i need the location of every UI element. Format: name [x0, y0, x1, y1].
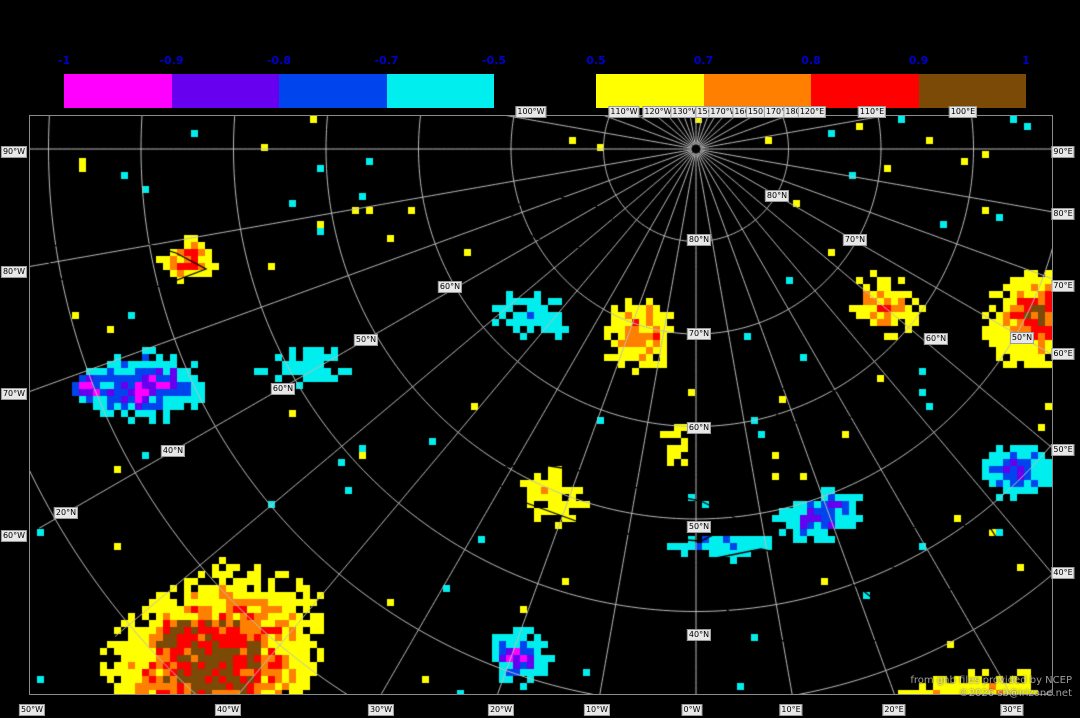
- colorbar-swatch-2: [811, 74, 919, 108]
- graticule-label: 10°W: [583, 704, 611, 716]
- graticule-label: 70°N: [686, 328, 712, 340]
- graticule-label: 20°W: [487, 704, 515, 716]
- negative-correlation-colorbar: -1 -0.9 -0.8 -0.7 -0.5: [58, 54, 506, 108]
- colorbar-tick-label: -1: [57, 54, 71, 67]
- colorbar-tick-label: 0.8: [801, 54, 821, 67]
- graticule-label: 110°W: [608, 106, 640, 118]
- graticule-label: 60°N: [686, 422, 712, 434]
- graticule-label: 100°W: [515, 106, 547, 118]
- graticule-label: 120°W: [642, 106, 674, 118]
- graticule-label: 60°N: [923, 333, 949, 345]
- colorbar-tick-label: -0.8: [266, 54, 292, 67]
- graticule-label: 80°W: [0, 266, 28, 278]
- colorbar-swatch-1: [171, 74, 279, 108]
- credit-copyright-line: ©2026 sb@irizone.net: [958, 688, 1072, 699]
- colorbar-tick-label: 0.9: [908, 54, 929, 67]
- colorbar-swatch-0: [596, 74, 704, 108]
- negative-colorbar-ticks: -1 -0.9 -0.8 -0.7 -0.5: [58, 54, 506, 70]
- colorbar-swatch-2: [279, 74, 387, 108]
- colorbar-swatch-3: [386, 74, 494, 108]
- graticule-label: 40°N: [160, 445, 186, 457]
- graticule-label: 80°E: [1051, 208, 1075, 220]
- colorbar-tick-label: 0.5: [586, 54, 606, 67]
- graticule-label: 60°W: [0, 530, 28, 542]
- graticule-label: 30°W: [367, 704, 395, 716]
- colorbar-swatch-0: [64, 74, 172, 108]
- graticule-label: 0°W: [681, 704, 703, 716]
- credit-source-line: from gnb files provided by NCEP: [910, 675, 1072, 686]
- colorbar-tick-label: -0.7: [374, 54, 399, 67]
- colorbar-tick-label: 0.7: [693, 54, 714, 67]
- graticule-label: 40°W: [214, 704, 242, 716]
- graticule-label: 80°N: [764, 190, 790, 202]
- colorbar-tick-label: -0.9: [159, 54, 184, 67]
- graticule-label: 120°E: [797, 106, 827, 118]
- graticule-label: 50°W: [18, 704, 46, 716]
- graticule-label: 20°E: [882, 704, 906, 716]
- graticule-label: 110°E: [857, 106, 887, 118]
- graticule-label: 30°E: [1000, 704, 1024, 716]
- positive-correlation-colorbar: 0.5 0.7 0.8 0.9 1: [586, 54, 1030, 108]
- graticule-label: 130°W: [670, 106, 702, 118]
- graticule-label: 70°E: [1051, 280, 1075, 292]
- graticule-label: 50°E: [1051, 444, 1075, 456]
- graticule-label: 60°N: [270, 383, 296, 395]
- map-credit: from gnb files provided by NCEP ©2026 sb…: [910, 674, 1072, 700]
- graticule-label: 20°N: [53, 507, 79, 519]
- graticule-label: 90°E: [1051, 146, 1075, 158]
- graticule-label: 50°N: [1009, 332, 1035, 344]
- colorbar-swatch-1: [703, 74, 811, 108]
- positive-colorbar-ticks: 0.5 0.7 0.8 0.9 1: [586, 54, 1030, 70]
- correlation-map[interactable]: [29, 115, 1053, 695]
- colorbar-tick-label: -0.5: [481, 54, 507, 67]
- graticule-label: 50°N: [353, 334, 379, 346]
- negative-colorbar-swatches: [64, 74, 494, 108]
- positive-colorbar-swatches: [596, 74, 1026, 108]
- graticule-label: 50°N: [686, 521, 712, 533]
- graticule-label: 90°W: [0, 146, 28, 158]
- colorbar-swatch-3: [918, 74, 1026, 108]
- map-raster-canvas: [30, 116, 1052, 694]
- graticule-label: 10°E: [779, 704, 803, 716]
- graticule-label: 70°W: [0, 388, 28, 400]
- graticule-label: 40°E: [1051, 567, 1075, 579]
- graticule-label: 70°N: [842, 234, 868, 246]
- colorbar-tick-label: 1: [1022, 54, 1030, 67]
- graticule-label: 40°N: [686, 629, 712, 641]
- graticule-label: 80°N: [686, 234, 712, 246]
- graticule-label: 60°E: [1051, 348, 1075, 360]
- graticule-label: 100°E: [948, 106, 978, 118]
- graticule-label: 60°N: [437, 281, 463, 293]
